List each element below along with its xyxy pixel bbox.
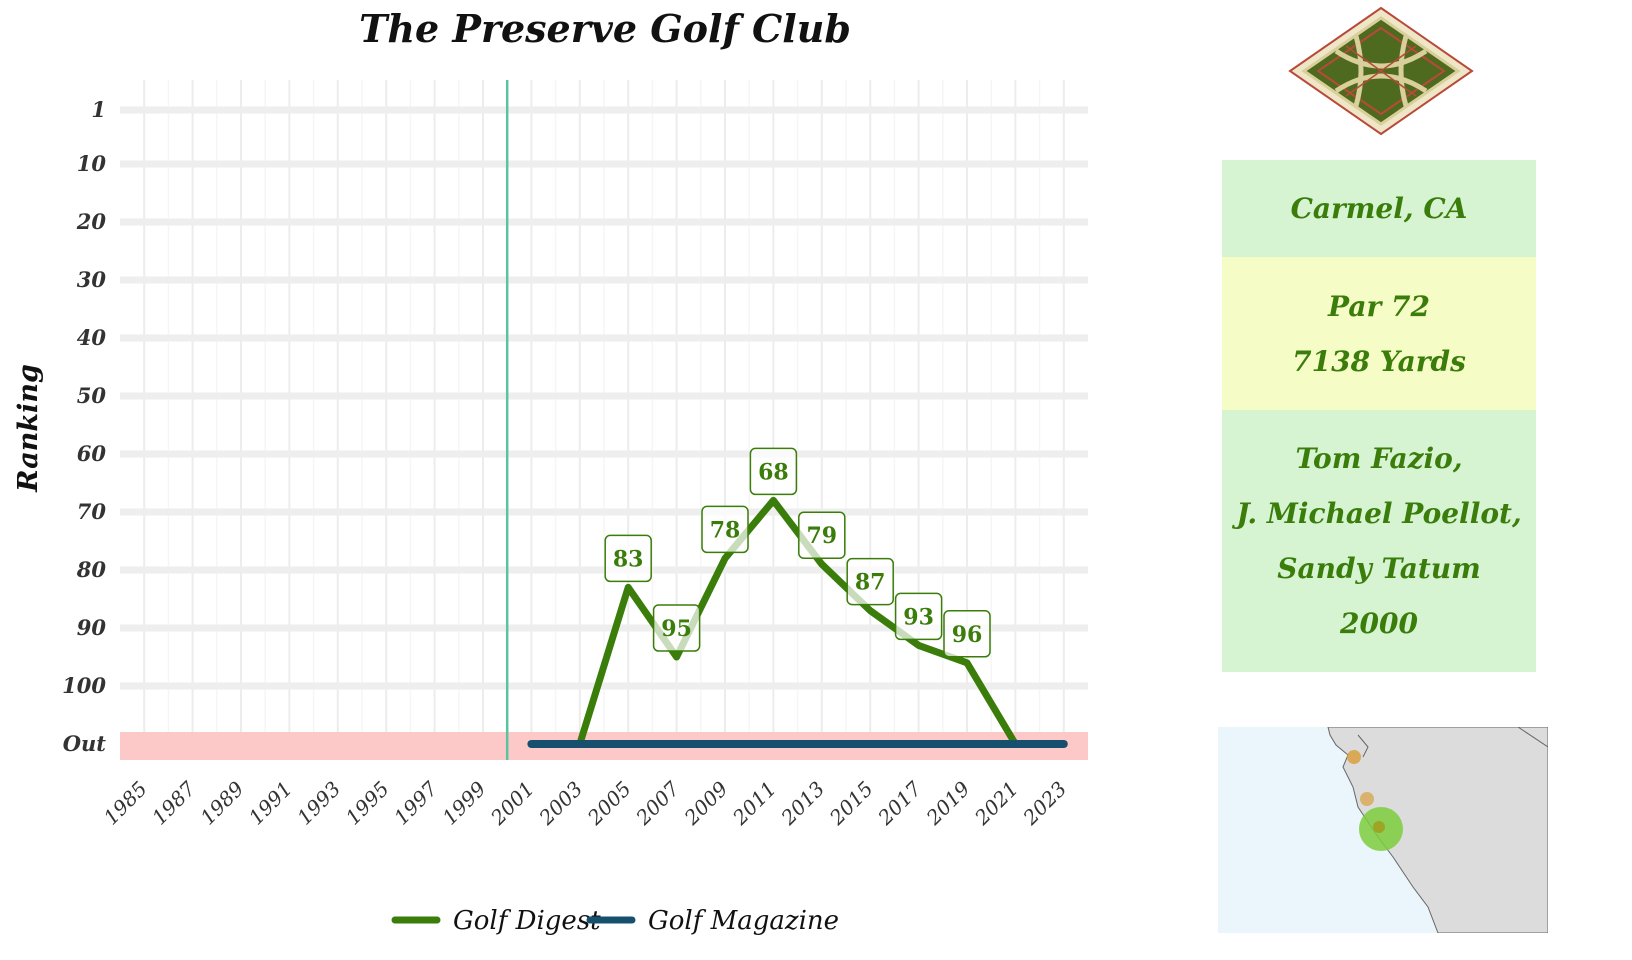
data-label: 95 — [661, 616, 692, 642]
architect-line: Tom Fazio, — [1295, 442, 1463, 475]
y-axis: 1 10 20 30 40 50 60 70 80 90 100 Out — [62, 97, 106, 756]
x-tick-label: 1987 — [147, 776, 200, 829]
ranking-chart: The Preserve Golf Club 1 10 20 30 40 50 60 70 80… — [13, 6, 1088, 936]
x-tick-label: 2021 — [969, 777, 1023, 831]
y-tick-label: 1 — [91, 97, 106, 122]
y-tick-label: 100 — [62, 673, 106, 698]
data-label: 78 — [710, 517, 741, 543]
data-label-box — [894, 592, 943, 641]
x-tick-label: 2015 — [824, 777, 878, 831]
series-line — [576, 496, 1019, 748]
y-tick-label: 70 — [77, 499, 107, 524]
data-label-box — [652, 604, 701, 652]
legend: Golf Digest Golf Magazine — [391, 906, 839, 936]
x-tick-label: 2023 — [1018, 777, 1072, 831]
x-tick-label: 2007 — [630, 776, 684, 830]
yards-text: 7138 Yards — [1292, 344, 1466, 378]
x-tick-label: 2017 — [872, 776, 926, 830]
x-tick-label: 1997 — [389, 776, 442, 829]
data-label: 83 — [613, 546, 644, 572]
x-tick-label: 1999 — [438, 776, 491, 829]
y-tick-label: 20 — [76, 209, 107, 234]
data-labels: 83 95 78 68 79 87 93 96 — [604, 447, 991, 658]
chart-title: The Preserve Golf Club — [359, 6, 851, 51]
y-tick-label: 90 — [77, 615, 107, 640]
data-label: 87 — [855, 570, 886, 596]
x-tick-label: 2013 — [776, 777, 830, 831]
data-label-box — [943, 610, 991, 658]
x-axis: 1985198719891991199319951997199920012003… — [99, 776, 1072, 830]
y-tick-label: 50 — [77, 383, 107, 408]
x-tick-label: 1995 — [341, 777, 394, 830]
x-tick-label: 2009 — [679, 776, 733, 830]
x-tick-label: 1989 — [196, 776, 249, 829]
y-tick-label: 80 — [76, 557, 107, 582]
y-tick-label: 10 — [77, 151, 107, 176]
data-label-box — [846, 557, 894, 606]
legend-label: Golf Digest — [453, 906, 601, 936]
year-built-text: 2000 — [1340, 607, 1418, 640]
course-stats-panel: Par 72 7138 Yards — [1222, 257, 1536, 410]
club-crest-icon — [1288, 6, 1474, 136]
y-tick-label: 40 — [77, 325, 107, 350]
location-panel: Carmel, CA — [1222, 160, 1536, 257]
data-label-box — [749, 447, 798, 496]
y-axis-label: Ranking — [13, 364, 44, 493]
y-tick-label: 60 — [77, 441, 107, 466]
x-tick-label: 1985 — [99, 777, 152, 830]
x-tick-label: 2019 — [921, 776, 975, 830]
x-tick-label: 2005 — [582, 777, 636, 831]
data-label: 96 — [952, 622, 983, 648]
par-text: Par 72 — [1328, 289, 1430, 323]
legend-label: Golf Magazine — [648, 906, 839, 936]
series — [527, 496, 1068, 748]
architect-line: Sandy Tatum — [1277, 552, 1481, 585]
x-tick-label: 2011 — [727, 777, 781, 831]
location-text: Carmel, CA — [1290, 192, 1468, 225]
data-label: 79 — [806, 523, 837, 549]
data-label-box — [798, 511, 846, 559]
california-coast-map — [1218, 727, 1548, 933]
data-label: 93 — [903, 604, 934, 630]
y-tick-label: Out — [63, 731, 107, 756]
x-tick-label: 2001 — [485, 777, 539, 831]
x-tick-label: 2003 — [534, 777, 588, 831]
x-tick-label: 1993 — [292, 777, 345, 830]
y-tick-label: 30 — [77, 267, 107, 292]
data-label: 68 — [758, 459, 789, 485]
data-label-box — [604, 534, 652, 583]
architect-line: J. Michael Poellot, — [1236, 497, 1522, 530]
x-tick-label: 1991 — [244, 777, 297, 830]
data-label-box — [701, 505, 749, 554]
architects-panel: Tom Fazio, J. Michael Poellot, Sandy Tat… — [1222, 410, 1536, 672]
